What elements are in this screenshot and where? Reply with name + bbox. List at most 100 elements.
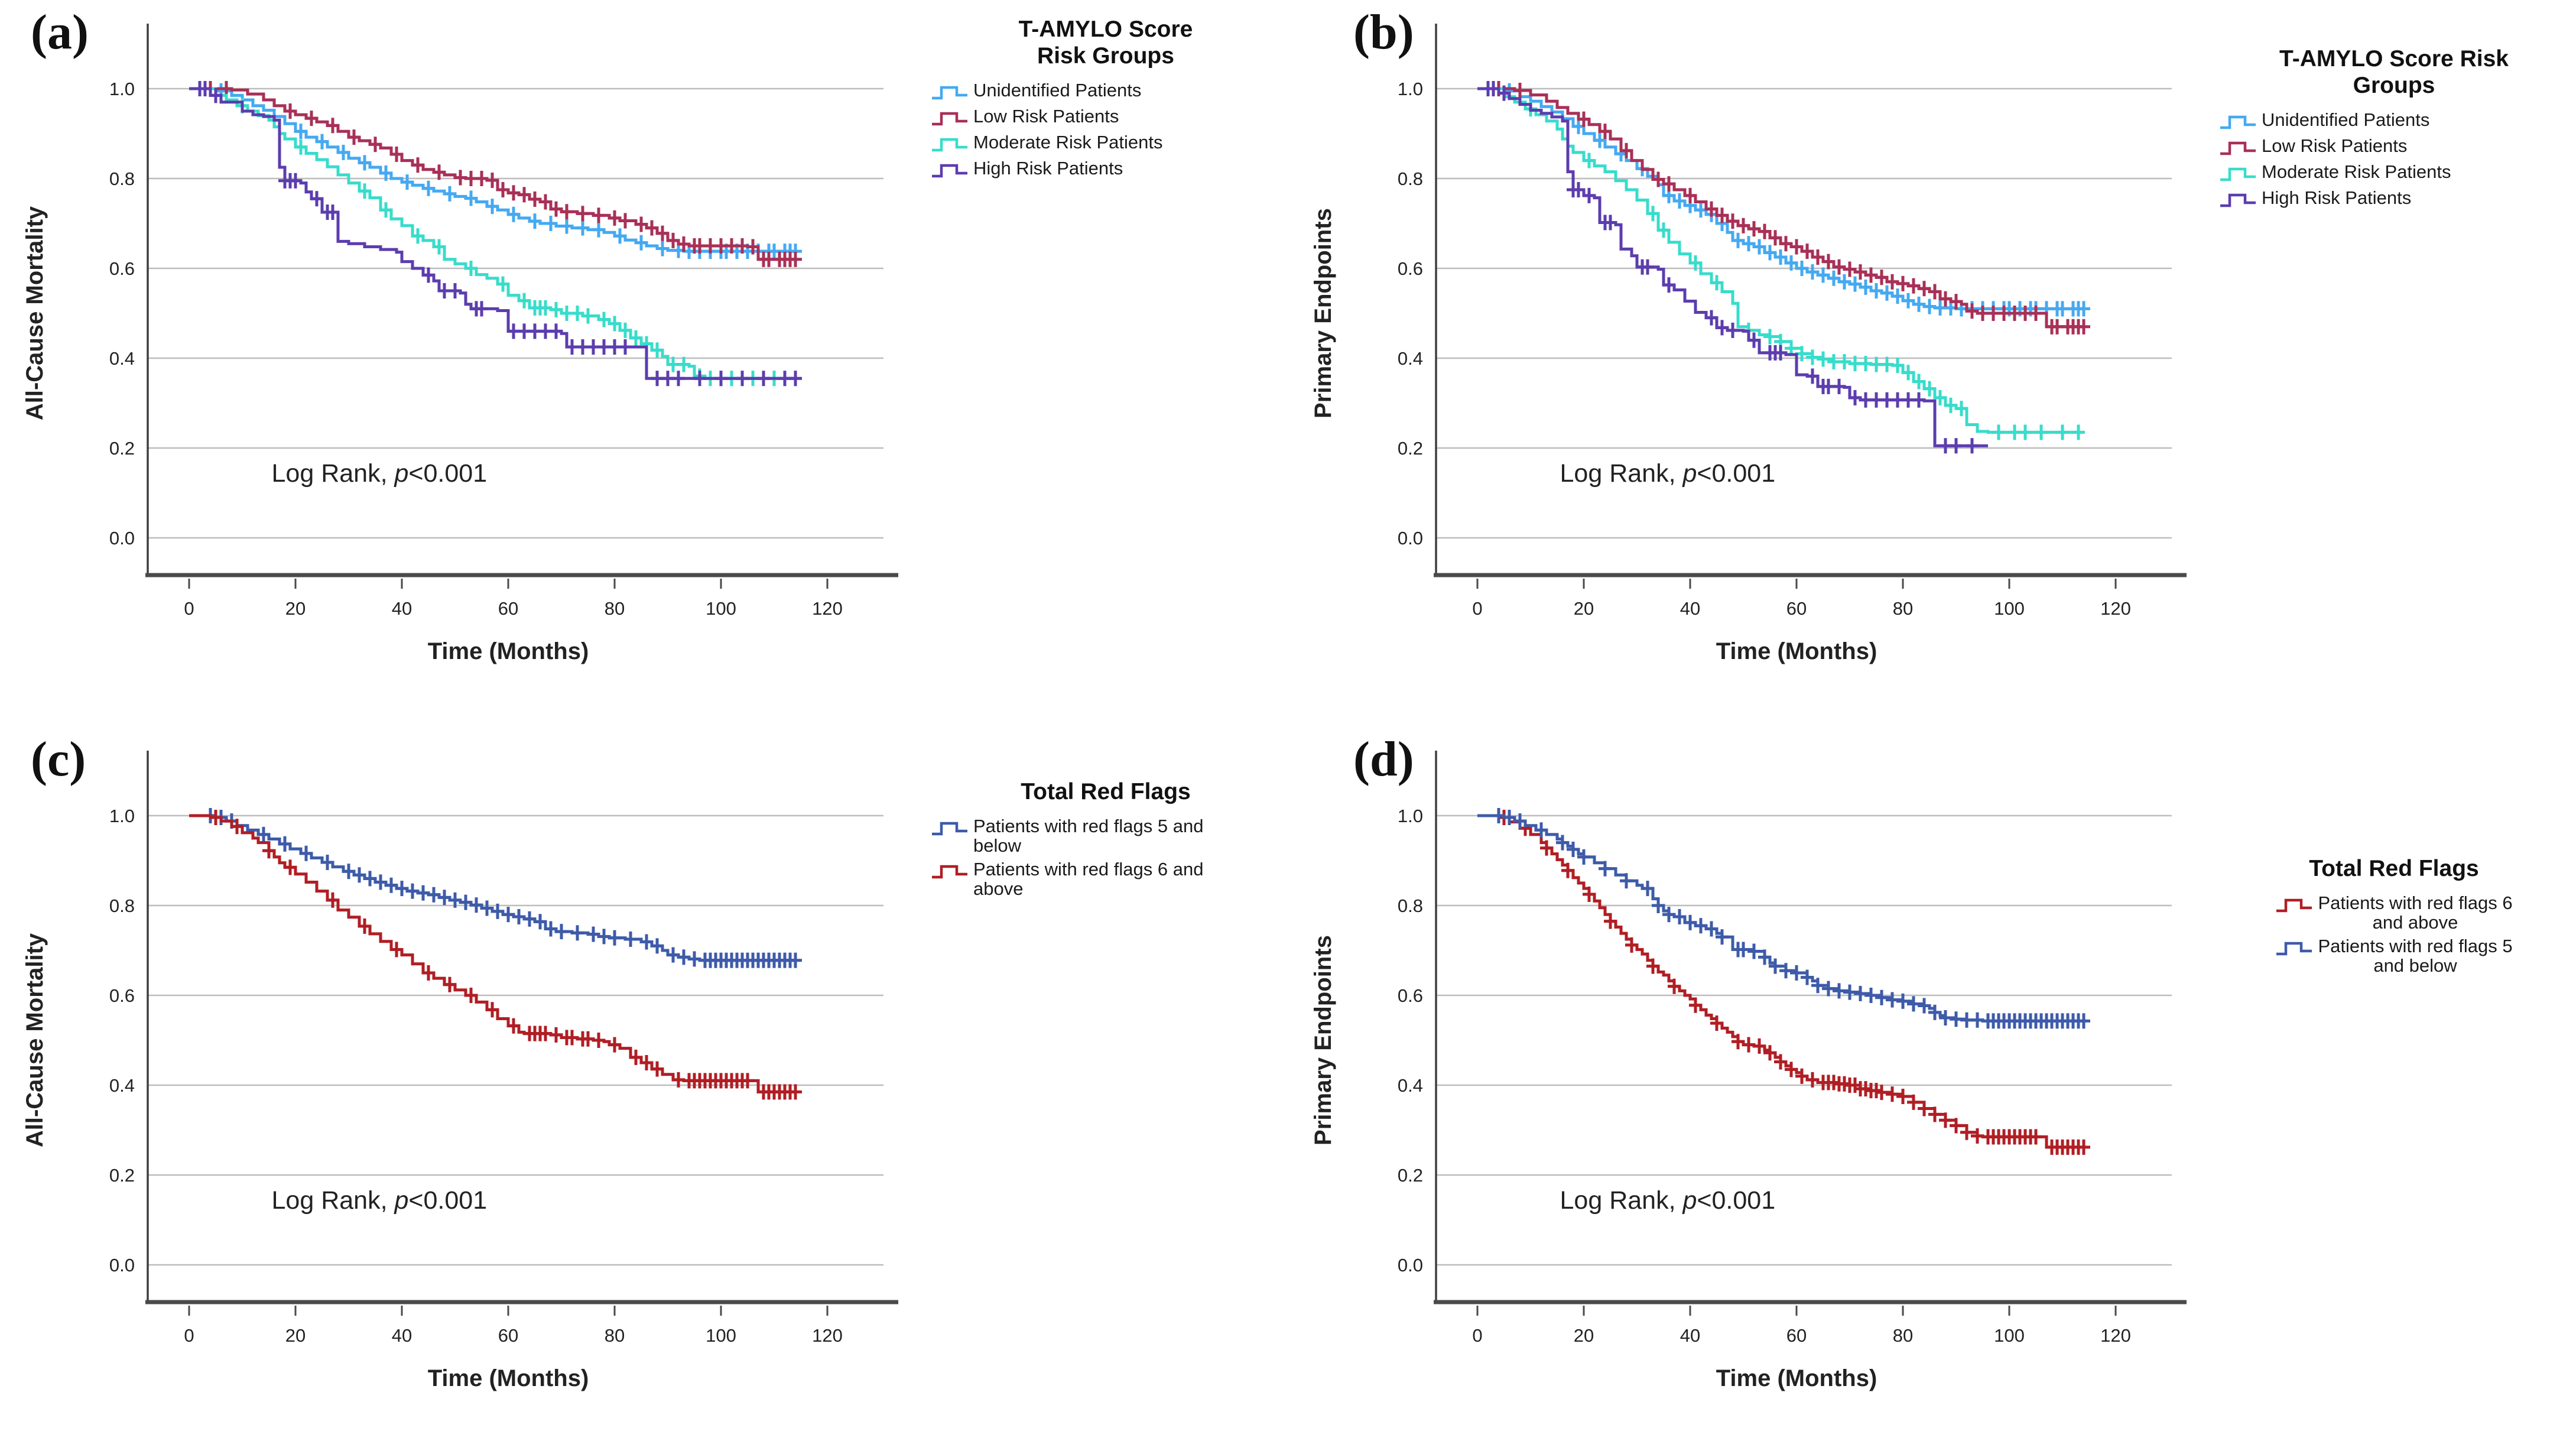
km-curve-patients-with-red-flags-5-and-below: [189, 814, 795, 962]
legend-b: T-AMYLO Score Risk Groups Unidentified P…: [2219, 46, 2569, 214]
legend-swatch-step-line-icon: [932, 138, 967, 151]
y-tick-label: 0.4: [109, 1075, 135, 1096]
legend-entry-moderate-risk-patients: Moderate Risk Patients: [2219, 161, 2569, 184]
x-tick-label: 60: [1786, 598, 1807, 619]
y-tick-label: 0.2: [109, 1165, 135, 1186]
legend-entry-label: Low Risk Patients: [2262, 135, 2408, 156]
km-curve-high-risk-patients: [189, 87, 795, 380]
legend-entry-label: Unidentified Patients: [973, 79, 1142, 100]
y-tick-label: 0.0: [109, 528, 135, 549]
y-tick-label: 0.4: [1398, 348, 1423, 369]
legend-title-a: T-AMYLO Score Risk Groups: [1018, 17, 1193, 69]
legend-entries-a: Unidentified Patients Low Risk Patients Mo…: [931, 80, 1281, 181]
y-tick-label: 0.0: [109, 1255, 135, 1276]
x-tick-label: 100: [1994, 598, 2025, 619]
y-tick-label: 0.6: [109, 258, 135, 279]
x-tick-label: 0: [1472, 598, 1482, 619]
legend-entry-moderate-risk-patients: Moderate Risk Patients: [931, 132, 1281, 155]
legend-entry-unidentified-patients: Unidentified Patients: [931, 80, 1281, 103]
log-rank-annotation: Log Rank, p<0.001: [1560, 459, 1776, 488]
x-tick-label: 100: [706, 598, 736, 619]
x-tick-label: 60: [1786, 1325, 1807, 1346]
legend-title-b: T-AMYLO Score Risk Groups: [2279, 46, 2509, 98]
panel-d: (d) 0 20 40 60 80 100 120 0.0 0.2 0.4 0.6 0.8 1.0 Tim…: [1288, 727, 2576, 1454]
x-tick-label: 60: [498, 598, 518, 619]
y-tick-label: 0.8: [109, 168, 135, 189]
panel-b: (b) 0 20 40 60 80 100 120 0.0 0.2 0.4 0.6 0.8 1.0 Tim…: [1288, 0, 2576, 727]
y-tick-label: 1.0: [109, 79, 135, 99]
x-tick-label: 60: [498, 1325, 518, 1346]
legend-entry-label: High Risk Patients: [973, 157, 1123, 178]
x-tick-label: 0: [184, 598, 194, 619]
km-chart-c: 0 20 40 60 80 100 120 0.0 0.2 0.4 0.6 0.8 1.0 Time (M…: [22, 751, 898, 1391]
legend-entry-patients-with-red-flags-6-and-above: Patients with red flags 6 and above: [2219, 893, 2569, 933]
y-tick-label: 0.4: [109, 348, 135, 369]
y-tick-label: 1.0: [1398, 79, 1423, 99]
legend-entry-patients-with-red-flags-5-and-below: Patients with red flags 5 and below: [931, 816, 1281, 856]
legend-entry-patients-with-red-flags-6-and-above: Patients with red flags 6 and above: [931, 859, 1281, 899]
legend-c: Total Red Flags Patients with red flags …: [931, 779, 1281, 903]
x-tick-label: 40: [1680, 598, 1700, 619]
x-tick-label: 20: [1574, 598, 1594, 619]
x-tick-label: 80: [1893, 1325, 1913, 1346]
x-tick-label: 40: [392, 598, 412, 619]
legend-swatch-step-line-icon: [2220, 193, 2256, 207]
x-tick-label: 0: [184, 1325, 194, 1346]
legend-entry-high-risk-patients: High Risk Patients: [2219, 187, 2569, 210]
legend-entries-b: Unidentified Patients Low Risk Patients Mo…: [2219, 109, 2569, 210]
legend-entry-label: Patients with red flags 5 and below: [973, 815, 1204, 856]
y-tick-label: 0.8: [109, 895, 135, 916]
legend-swatch-step-line-icon: [2220, 141, 2256, 155]
km-chart-b: 0 20 40 60 80 100 120 0.0 0.2 0.4 0.6 0.8 1.0 Time (M…: [1310, 24, 2187, 664]
legend-entry-high-risk-patients: High Risk Patients: [931, 158, 1281, 181]
km-chart-a: 0 20 40 60 80 100 120 0.0 0.2 0.4 0.6 0.8 1.0 Time (M…: [22, 24, 898, 664]
x-tick-label: 80: [605, 1325, 625, 1346]
x-axis-title: Time (Months): [428, 638, 589, 664]
legend-swatch-step-line-icon: [2220, 115, 2256, 129]
y-tick-label: 0.6: [1398, 258, 1423, 279]
panel-label-b: (b): [1353, 5, 1414, 60]
legend-entry-low-risk-patients: Low Risk Patients: [2219, 135, 2569, 158]
km-curve-patients-with-red-flags-6-and-above: [189, 814, 795, 1093]
legend-swatch-step-line-icon: [932, 865, 967, 879]
legend-entry-label: Unidentified Patients: [2262, 109, 2430, 130]
x-tick-label: 20: [285, 598, 306, 619]
y-tick-label: 0.0: [1398, 528, 1423, 549]
x-axis-title: Time (Months): [1716, 1365, 1877, 1391]
x-axis-title: Time (Months): [428, 1365, 589, 1391]
km-chart-d: 0 20 40 60 80 100 120 0.0 0.2 0.4 0.6 0.8 1.0 Time (M…: [1310, 751, 2187, 1391]
x-tick-label: 100: [706, 1325, 736, 1346]
panel-label-c: (c): [31, 732, 86, 787]
x-tick-label: 80: [1893, 598, 1913, 619]
x-tick-label: 40: [1680, 1325, 1700, 1346]
legend-swatch-step-line-icon: [2276, 898, 2312, 913]
legend-entry-label: High Risk Patients: [2262, 187, 2412, 208]
y-tick-label: 0.0: [1398, 1255, 1423, 1276]
legend-entry-label: Moderate Risk Patients: [2262, 161, 2451, 182]
legend-swatch-step-line-icon: [2220, 167, 2256, 181]
x-tick-label: 120: [2100, 598, 2131, 619]
km-curve-unidentified-patients: [189, 87, 795, 253]
log-rank-annotation: Log Rank, p<0.001: [272, 1186, 488, 1215]
x-tick-label: 0: [1472, 1325, 1482, 1346]
legend-swatch-step-line-icon: [932, 164, 967, 177]
legend-swatch-step-line-icon: [932, 822, 967, 836]
panel-a: (a) 0 20 40 60 80 100 120 0.0 0.2 0.4 0.6 0.8 1.0 Tim…: [0, 0, 1288, 727]
panel-label-d: (d): [1353, 732, 1414, 787]
y-tick-label: 0.6: [1398, 985, 1423, 1006]
x-tick-label: 120: [812, 1325, 843, 1346]
legend-swatch-step-line-icon: [2276, 942, 2312, 956]
y-tick-label: 0.8: [1398, 168, 1423, 189]
legend-title-d: Total Red Flags: [2309, 856, 2479, 881]
km-curve-high-risk-patients: [1477, 87, 1988, 447]
x-tick-label: 120: [812, 598, 843, 619]
y-tick-label: 1.0: [109, 806, 135, 826]
legend-entry-label: Moderate Risk Patients: [973, 131, 1163, 152]
x-tick-label: 120: [2100, 1325, 2131, 1346]
km-curve-patients-with-red-flags-5-and-below: [1477, 814, 2084, 1023]
legend-entry-label: Patients with red flags 6 and above: [2318, 892, 2513, 933]
legend-a: T-AMYLO Score Risk Groups Unidentified P…: [931, 17, 1281, 184]
y-tick-label: 1.0: [1398, 806, 1423, 826]
legend-entries-d: Patients with red flags 6 and above Patie…: [2219, 893, 2569, 976]
x-tick-label: 40: [392, 1325, 412, 1346]
